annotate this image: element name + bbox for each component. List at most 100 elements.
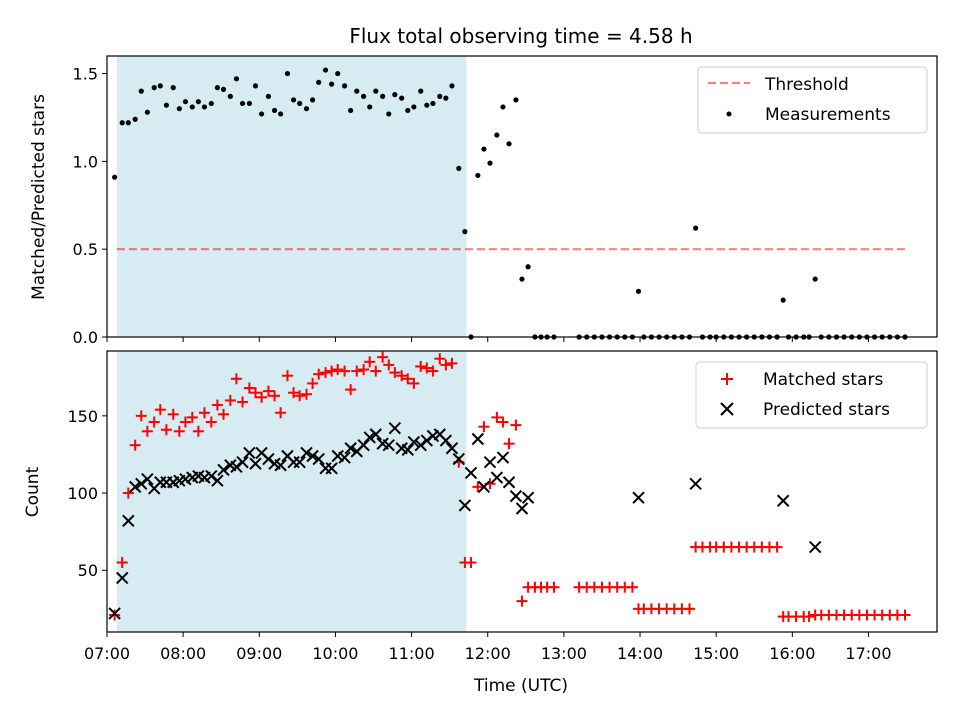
measurement-point <box>519 276 525 282</box>
measurement-point <box>525 264 531 270</box>
matched-star-point <box>307 377 319 389</box>
measurement-point <box>500 104 506 110</box>
x-tick-label: 16:00 <box>769 644 815 663</box>
predicted-star-point <box>230 460 243 474</box>
matched-star-point <box>218 408 230 420</box>
measurement-point <box>125 120 131 126</box>
predicted-star-point <box>407 435 421 449</box>
predicted-star-point <box>483 455 497 469</box>
matched-star-point <box>383 359 395 371</box>
x-tick-label: 07:00 <box>84 644 130 663</box>
matched-star-point <box>332 364 344 376</box>
matched-star-point <box>446 357 458 369</box>
matched-star-point <box>160 424 172 436</box>
measurement-point <box>239 100 246 107</box>
predicted-star-point <box>300 446 313 460</box>
predicted-star-point <box>217 463 230 477</box>
legend-measurements-swatch <box>726 111 732 117</box>
top-y-tick-label: 0.5 <box>73 240 98 259</box>
measurement-point <box>138 88 144 94</box>
measurement-point <box>462 229 468 235</box>
measurement-point <box>297 100 303 107</box>
measurement-point <box>246 100 252 107</box>
measurement-point <box>456 165 462 171</box>
predicted-star-point <box>502 476 516 489</box>
measurement-point <box>119 120 125 126</box>
measurement-point <box>208 100 214 107</box>
bottom-y-axis-label: Count <box>23 466 43 517</box>
measurement-point <box>494 132 500 138</box>
bottom-legend: Matched stars Predicted stars <box>695 361 928 429</box>
measurement-point <box>258 111 265 117</box>
predicted-star-point <box>338 451 351 464</box>
matched-star-point <box>198 407 210 419</box>
measurement-point <box>693 225 699 231</box>
measurement-point <box>227 93 233 99</box>
measurement-point <box>220 86 227 92</box>
predicted-star-point <box>293 455 306 469</box>
bottom-observing-window-shade <box>116 351 467 632</box>
measurement-point <box>487 160 493 166</box>
matched-star-point <box>516 595 528 607</box>
measurement-point <box>309 97 316 103</box>
predicted-star-point <box>211 474 224 487</box>
matched-star-point <box>510 419 522 431</box>
matched-star-point <box>179 416 191 428</box>
legend-matched-swatch <box>721 373 733 385</box>
matched-star-point <box>427 365 439 377</box>
matched-star-point <box>684 603 696 615</box>
measurement-point <box>316 79 322 85</box>
matched-star-point <box>313 368 325 380</box>
predicted-star-point <box>249 457 262 470</box>
legend-predicted-label: Predicted stars <box>763 400 890 420</box>
measurement-point <box>252 83 259 89</box>
matched-star-point <box>192 425 204 437</box>
predicted-star-point <box>808 540 822 554</box>
matched-star-point <box>478 421 490 433</box>
measurement-point <box>271 107 278 114</box>
measurement-point <box>386 111 392 117</box>
matched-star-point <box>256 391 268 403</box>
measurement-point <box>437 93 443 99</box>
x-tick-label: 17:00 <box>845 644 891 663</box>
matched-star-point <box>421 362 433 374</box>
measurement-point <box>214 85 221 91</box>
matched-star-point <box>288 387 300 399</box>
measurement-point <box>513 97 519 103</box>
matched-star-point <box>186 411 198 423</box>
predicted-star-point <box>312 452 325 466</box>
predicted-star-point <box>464 466 478 480</box>
predicted-star-point <box>490 471 504 484</box>
matched-star-point <box>141 425 153 437</box>
matched-star-point <box>281 370 293 382</box>
bottom-y-tick-label: 50 <box>78 561 98 580</box>
top-axes-frame <box>106 55 938 338</box>
matched-star-point <box>503 438 515 450</box>
predicted-star-point <box>515 502 529 515</box>
measurement-point <box>430 100 436 107</box>
measurement-point <box>170 85 176 91</box>
measurement-point <box>405 107 411 114</box>
x-tick-label: 14:00 <box>617 644 663 663</box>
predicted-star-point <box>116 571 129 585</box>
predicted-star-point <box>477 480 491 494</box>
x-tick-label: 15:00 <box>693 644 739 663</box>
measurement-point <box>380 93 386 99</box>
matched-star-point <box>275 407 287 419</box>
top-y-tick-label: 1.5 <box>73 65 98 84</box>
measurement-point <box>367 104 373 110</box>
predicted-star-point <box>306 449 319 463</box>
matched-star-point <box>326 365 338 377</box>
bottom-panel: 50 100 150 07:00 08:00 09:00 10:00 11:00 12:00 1… <box>23 350 938 696</box>
measurement-point <box>151 85 157 91</box>
matched-star-point <box>408 377 420 389</box>
measurement-point <box>157 83 163 89</box>
bottom-y-tick-label: 100 <box>67 484 98 503</box>
measurement-point <box>233 76 240 82</box>
matched-star-point <box>167 408 179 420</box>
matched-star-point <box>389 367 401 379</box>
measurement-point <box>449 83 455 89</box>
matched-star-point <box>491 411 503 423</box>
x-tick-label: 13:00 <box>541 644 587 663</box>
